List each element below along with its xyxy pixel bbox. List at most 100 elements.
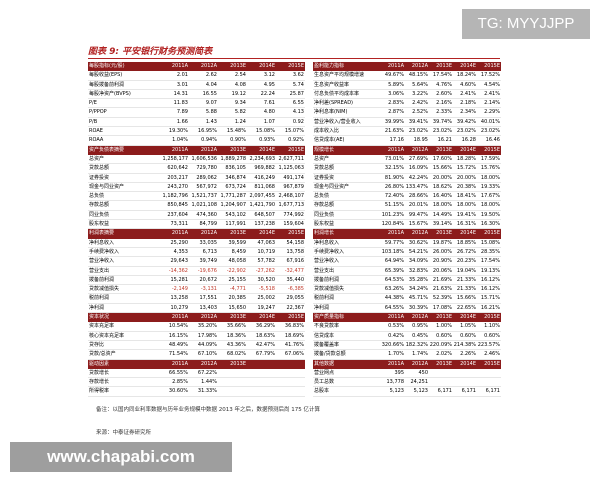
cell: 2.34% <box>460 109 476 116</box>
cell: 30.39% <box>408 304 428 311</box>
cell: 30,520 <box>257 276 276 283</box>
cell: 35.20% <box>197 323 217 330</box>
table-row: 生息资产收益率 5.89% 5.64% 4.76% 4.60% 4.54% <box>313 81 501 90</box>
cell: 15.67% <box>408 221 428 228</box>
cell: 567,972 <box>196 183 217 190</box>
table-row: 拨备/贷款总额 1.70% 1.74% 2.02% 2.26% 2.46% <box>313 350 501 360</box>
cell: 17.08% <box>432 304 452 311</box>
cell: 36.29% <box>255 323 275 330</box>
cell: 48.49% <box>168 341 188 348</box>
cell: 2.41% <box>460 90 476 97</box>
cell: 1,421,790 <box>249 202 275 209</box>
cell: 17.98% <box>197 332 217 339</box>
cell: 18.63% <box>255 332 275 339</box>
cell: -4,771 <box>229 286 246 293</box>
cell: 34.24% <box>408 286 428 293</box>
cell: 25.87 <box>289 90 304 97</box>
cell: 4.54% <box>484 81 500 88</box>
cell: 63.26% <box>384 286 404 293</box>
cell: 0.93% <box>259 137 275 144</box>
table-row: 证券投资 81.90% 42.24% 20.00% 20.00% 18.00% <box>313 174 501 183</box>
row-label: 贷款减值损失 <box>314 286 345 293</box>
cell: 2.54 <box>234 72 246 79</box>
cell: 22.24 <box>260 90 275 97</box>
row-label: P/E <box>89 100 97 107</box>
cell: 2015E <box>288 146 304 153</box>
cell: 52.39% <box>432 295 452 302</box>
cell: 39.14% <box>432 221 452 228</box>
cell: 13,403 <box>199 304 218 311</box>
cell: 3.01 <box>176 81 188 88</box>
cell: 2014E <box>460 63 476 69</box>
row-label: 总股本 <box>314 388 330 395</box>
cell: 203,217 <box>167 174 188 181</box>
cell: 17,551 <box>199 295 218 302</box>
row-label: 营业净收入 <box>89 258 115 265</box>
table-row: 净利息收入 59.77% 30.62% 19.87% 18.85% 15.08% <box>313 239 501 248</box>
cell: 44.38% <box>384 295 404 302</box>
cell: 11.83 <box>173 100 188 107</box>
row-label: 净利息收入 <box>89 239 115 246</box>
cell: 9.34 <box>234 100 246 107</box>
cell: 19.33% <box>480 183 500 190</box>
cell: 47,063 <box>257 239 276 246</box>
cell: 1,204,907 <box>220 202 246 209</box>
cell: 28.66% <box>408 193 428 200</box>
row-label: 营业净收入 <box>314 258 340 265</box>
source: 来源：中泰证券研究所 <box>96 430 152 436</box>
cell: 2.62 <box>205 72 217 79</box>
cell: 2011A <box>387 360 404 367</box>
cell: 20,385 <box>228 295 247 302</box>
cell: 41.76% <box>284 341 304 348</box>
table-row: 营业支出 -14,362 -19,676 -22,902 -27,262 -32,477 <box>88 267 305 276</box>
cell: 2014E <box>259 63 275 69</box>
cell: 21.33% <box>456 286 476 293</box>
cell: 2012A <box>411 360 428 367</box>
cell: 0.92 <box>292 118 304 125</box>
row-label: 总资产 <box>89 155 105 162</box>
cell: 31.33% <box>197 388 217 395</box>
cell: 1.44% <box>201 379 217 386</box>
cell: 16.40% <box>432 193 452 200</box>
row-label: 手续费净收入 <box>89 248 120 255</box>
cell: 84,799 <box>199 221 218 228</box>
row-label: 资产负债表摘要 <box>89 146 125 153</box>
cell: 19.04% <box>456 267 476 274</box>
cell: 44.09% <box>197 341 217 348</box>
cell: 2015E <box>484 314 500 321</box>
cell: 2014E <box>460 146 476 153</box>
cell: 1.10% <box>484 323 500 330</box>
row-label: 现金与同业资产 <box>89 183 125 190</box>
cell: 0.45% <box>412 332 428 339</box>
cell: 969,882 <box>254 165 275 172</box>
table-row: 净利息收入 25,290 33,035 39,599 47,063 54,158 <box>88 239 305 248</box>
row-label: ROAE <box>89 128 103 135</box>
cell: 1.70% <box>388 351 404 358</box>
row-label: 贷款减值损失 <box>89 286 120 293</box>
table-row: 员工总数 13,778 24,251 <box>313 378 501 388</box>
cell: 30.62% <box>408 239 428 246</box>
cell: 15.48% <box>226 128 246 135</box>
cell: 45.71% <box>408 295 428 302</box>
cell: 2012A <box>411 146 428 153</box>
cell: 19.87% <box>432 239 452 246</box>
table-row: 营业净收入/营业收入 39.99% 39.41% 39.74% 39.42% 40.01% <box>313 118 501 128</box>
cell: 220.09% <box>429 341 452 348</box>
cell: 1,771,287 <box>220 193 246 200</box>
cell: 4.04 <box>205 81 217 88</box>
header-row: 每股指标(元/股) 2011A 2012A 2013E 2014E 2015E <box>88 62 305 72</box>
cell: 416,249 <box>254 174 275 181</box>
cell: 57,782 <box>257 258 276 265</box>
row-label: 股东权益 <box>89 221 110 228</box>
cell: 2012A <box>200 360 217 367</box>
cell: 2013E <box>230 63 246 69</box>
cell: 68.02% <box>226 351 246 358</box>
header-row: 利润增长 2011A 2012A 2013E 2014E 2015E <box>313 229 501 239</box>
cell: 4.08 <box>234 81 246 88</box>
cell: 14.49% <box>432 211 452 218</box>
cell: 17.52% <box>480 72 500 79</box>
row-label: 成本收入比 <box>314 128 340 135</box>
row-label: 净利润 <box>314 304 330 311</box>
cell: 20.38% <box>456 183 476 190</box>
cell: 33,035 <box>199 239 218 246</box>
